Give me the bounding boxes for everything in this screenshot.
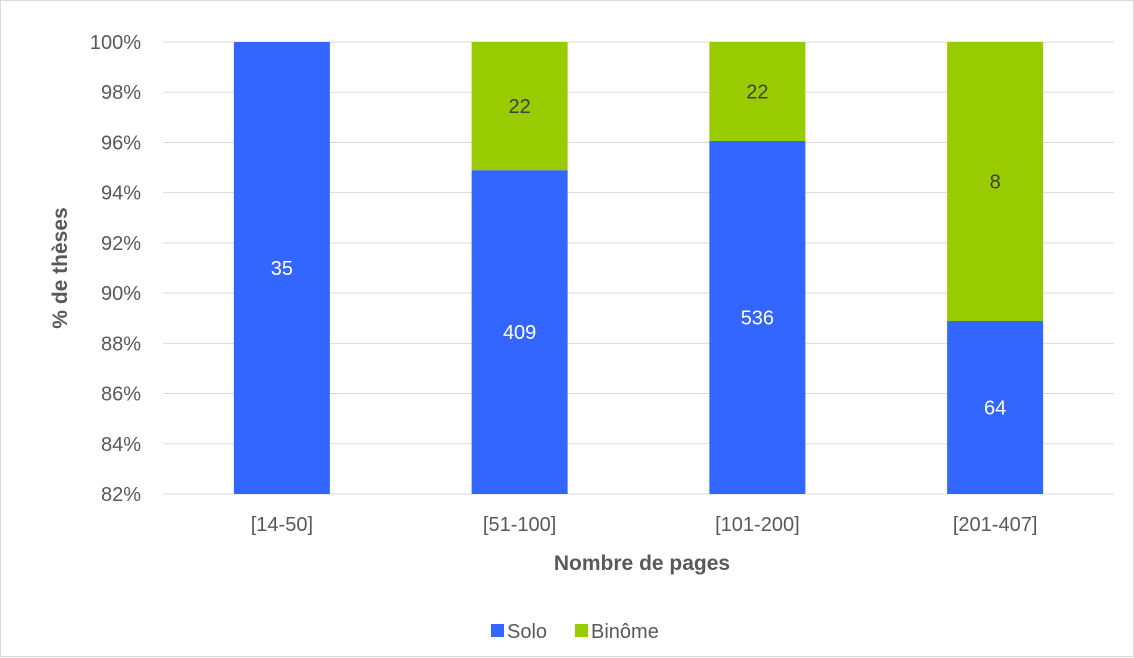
x-axis-title: Nombre de pages [554, 552, 730, 575]
data-label: 22 [509, 96, 531, 118]
legend-label: Binôme [591, 621, 659, 643]
data-labels: 35 409 22 536 22 64 8 [271, 82, 1007, 420]
legend-swatch [575, 624, 588, 637]
bar-segment-bin-me [471, 42, 568, 171]
x-tick-label: [101-200] [715, 514, 800, 536]
bar-segment-bin-me [709, 42, 806, 142]
data-label: 409 [503, 322, 536, 344]
y-tick-label: 96% [101, 132, 141, 154]
y-tick-label: 82% [101, 484, 141, 506]
y-axis-title: % de thèses [49, 207, 72, 328]
bar-segment-solo [471, 170, 568, 494]
y-tick-label: 86% [101, 384, 141, 406]
legend-swatch [491, 624, 504, 637]
legend: Solo Binôme [491, 621, 659, 643]
x-tick-label: [51-100] [483, 514, 556, 536]
bars [233, 42, 1044, 494]
y-tick-label: 88% [101, 333, 141, 355]
y-tick-label: 90% [101, 283, 141, 305]
bar-segment-solo [233, 42, 330, 494]
bar-segment-solo [709, 141, 806, 494]
bar-segment-solo [947, 321, 1044, 494]
y-tick-label: 92% [101, 233, 141, 255]
data-label: 536 [741, 308, 774, 330]
y-tick-label: 100% [90, 32, 141, 54]
x-tick-label: [201-407] [953, 514, 1038, 536]
bar-segment-bin-me [947, 42, 1044, 322]
legend-label: Solo [507, 621, 547, 643]
y-tick-label: 98% [101, 82, 141, 104]
y-tick-label: 84% [101, 434, 141, 456]
y-tick-labels: 82% 84% 86% 88% 90% 92% 94% 96% 98% 100% [90, 32, 141, 506]
data-label: 8 [990, 172, 1001, 194]
x-tick-label: [14-50] [251, 514, 313, 536]
data-label: 64 [984, 398, 1006, 420]
y-tick-label: 94% [101, 183, 141, 205]
data-label: 35 [271, 258, 293, 280]
x-tick-labels: [14-50] [51-100] [101-200] [201-407] [251, 514, 1038, 536]
data-label: 22 [746, 82, 768, 104]
